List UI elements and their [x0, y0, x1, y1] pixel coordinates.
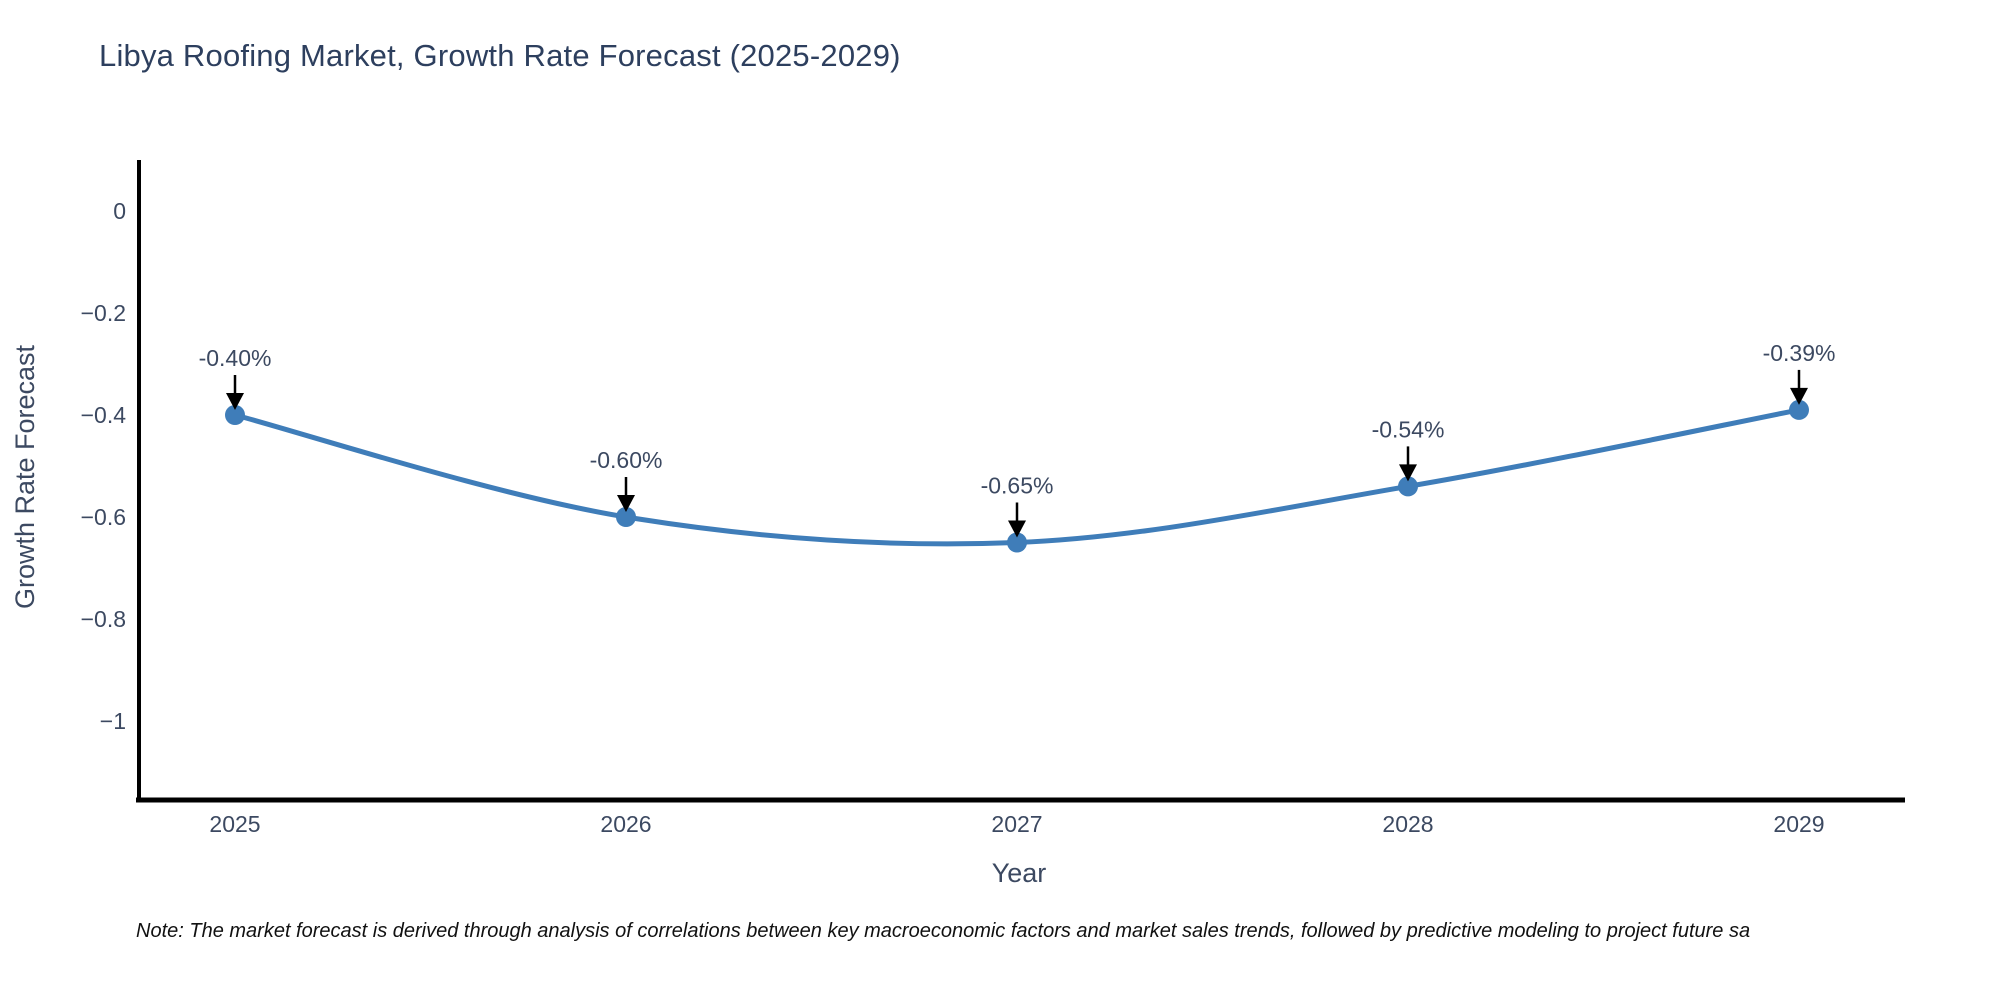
annotation-label: -0.65%	[981, 473, 1054, 499]
annotation-arrowhead	[617, 495, 635, 512]
annotation-label: -0.60%	[590, 447, 663, 473]
annotation-arrowhead	[1790, 387, 1808, 405]
y-tick-label: −0.4	[81, 402, 127, 428]
annotation-label: -0.54%	[1372, 416, 1445, 442]
x-tick-label: 2025	[209, 811, 260, 837]
data-point-marker	[1789, 399, 1809, 420]
x-tick-label: 2027	[991, 811, 1042, 837]
annotation-label: -0.40%	[199, 345, 272, 371]
annotation-arrowhead	[1399, 464, 1417, 482]
annotation-label: -0.39%	[1763, 340, 1836, 366]
y-axis-title: Growth Rate Forecast	[10, 344, 40, 609]
y-tick-label: −0.2	[81, 300, 126, 326]
annotation-arrowhead	[1008, 520, 1026, 538]
chart-title: Libya Roofing Market, Growth Rate Foreca…	[99, 38, 901, 73]
y-tick-label: −0.6	[81, 504, 126, 530]
x-tick-label: 2028	[1382, 811, 1433, 837]
y-tick-label: 0	[113, 198, 126, 224]
data-point-marker	[1398, 476, 1418, 497]
y-tick-label: −1	[100, 708, 126, 734]
data-point-marker	[225, 405, 245, 425]
x-tick-label: 2029	[1773, 811, 1824, 837]
annotation-arrowhead	[226, 393, 244, 410]
footnote: Note: The market forecast is derived thr…	[136, 920, 1751, 942]
x-axis-title: Year	[992, 858, 1047, 888]
data-point-marker	[1007, 532, 1027, 553]
data-point-marker	[616, 507, 636, 527]
x-tick-label: 2026	[600, 811, 651, 837]
y-tick-label: −0.8	[81, 606, 126, 632]
